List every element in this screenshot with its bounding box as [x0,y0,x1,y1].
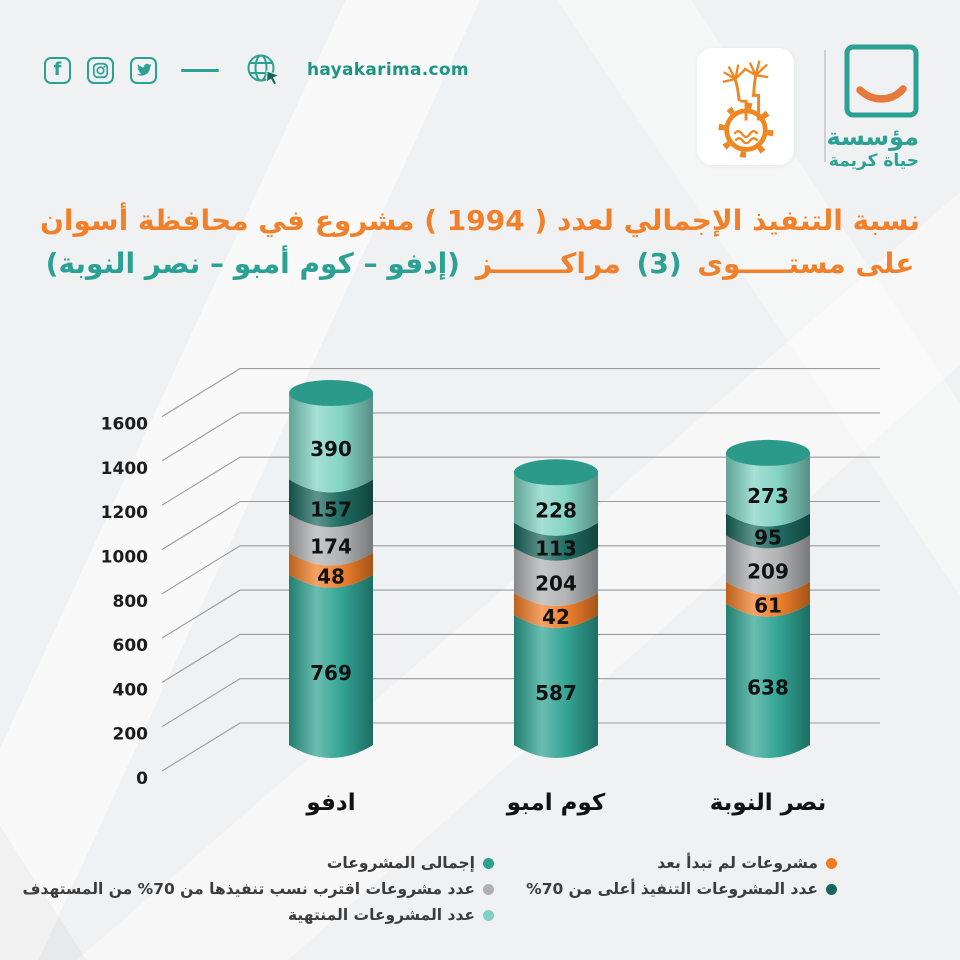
cylinder-segment [514,614,598,758]
chart-title: نسبة التنفيذ الإجمالي لعدد ( 1994 ) مشرو… [40,207,920,278]
y-tick-label: 1000 [101,548,148,568]
y-tick-label: 200 [113,725,149,745]
website-url[interactable]: hayakarima.com [307,60,469,80]
grid-line [161,722,880,772]
cylinder-segment [289,514,373,566]
segment-value-label: 113 [535,536,577,560]
grid-line [161,545,880,595]
cylinder-segment [726,581,810,617]
grid-line [161,500,880,550]
segment-value-label: 273 [747,484,789,508]
aswan-governorate-logo [697,48,794,165]
segment-value-label: 61 [754,594,782,618]
legend-dot-orange [826,857,837,869]
instagram-icon[interactable] [87,56,114,84]
aswan-emblem-icon [718,59,773,158]
legend-label: عدد المشروعات المنتهية [288,906,475,924]
cylinder-segment [726,603,810,758]
cylinder-segment [726,535,810,595]
grid-line [161,412,880,462]
brand-name-line1: مؤسسة [826,123,919,151]
category-label: كوم امبو [506,790,606,816]
title-line2-centers: (إدفو – كوم أمبو – نصر النوبة) [45,247,460,280]
legend-label: عدد مشروعات اقترب نسب تنفيذها من 70% من … [22,880,475,898]
hayah-karima-logo: مؤسسة حياة كريمة [826,44,919,171]
y-tick-label: 600 [113,636,149,656]
grid-line [161,368,880,418]
y-tick-label: 0 [136,769,148,789]
segment-value-label: 42 [542,605,570,629]
segment-value-label: 48 [317,565,345,589]
grid-line [161,589,880,639]
legend-item-near-70: عدد مشروعات اقترب نسب تنفيذها من 70% من … [23,880,494,898]
legend-label: عدد المشروعات التنفيذ أعلى من 70% [526,880,818,898]
segment-value-label: 95 [754,525,782,549]
y-tick-label: 1400 [101,459,148,479]
segment-value-label: 209 [747,560,789,584]
cylinder-segment [514,472,598,536]
smile-logo-icon [844,44,919,118]
legend-item-total: إجمالى المشروعات [327,854,494,872]
cylinder-top-disc [726,439,810,466]
divider-dash [181,68,219,72]
segment-value-label: 769 [310,661,352,685]
facebook-icon[interactable]: f [44,56,71,84]
legend-right-column: مشروعات لم تبدأ بعد عدد المشروعات التنفي… [526,854,837,898]
cylinder-segment [289,392,373,493]
cylinder-segment [514,522,598,561]
legend-dot-gray [483,883,494,895]
segment-value-label: 390 [310,437,352,461]
y-tick-label: 1600 [101,415,148,435]
globe-icon [245,52,281,88]
grid-line [161,633,880,683]
segment-value-label: 228 [535,499,577,523]
legend-item-above-70: عدد المشروعات التنفيذ أعلى من 70% [526,880,837,898]
title-line1: نسبة التنفيذ الإجمالي لعدد ( 1994 ) مشرو… [39,204,920,237]
legend-left-column: إجمالى المشروعات عدد مشروعات اقترب نسب ت… [23,854,494,924]
cylinder-top-disc [289,379,373,406]
cylinder-segment [514,547,598,606]
legend-label: مشروعات لم تبدأ بعد [657,854,818,872]
cylinder-segment [289,552,373,588]
legend-dot-teal [483,857,494,869]
legend-label: إجمالى المشروعات [326,854,475,872]
y-tick-label: 400 [113,680,149,700]
brand-name-line2: حياة كريمة [828,151,919,171]
category-label: نصر النوبة [710,790,827,816]
cylinder-segment [289,479,373,528]
cylinder-segment [289,574,373,758]
header-divider [824,50,826,162]
segment-value-label: 157 [310,498,352,522]
cylinder-segment [514,592,598,628]
segment-value-label: 638 [747,675,789,699]
legend-dot-darkteal [826,883,837,895]
twitter-icon[interactable] [130,56,157,84]
segment-value-label: 204 [535,571,577,595]
segment-value-label: 174 [310,534,352,558]
segment-value-label: 587 [535,681,577,705]
cylinder-segment [726,513,810,549]
grid-line [161,456,880,506]
social-links-row: f hayakarima.com [44,52,469,88]
category-label: ادفو [305,790,355,816]
grid-line [161,678,880,728]
cylinder-top-disc [514,459,598,486]
title-line2-part3: مراكـــــــز [475,247,621,280]
title-line2-part1: على مستـــــوى [697,247,915,280]
stacked-cylinder-chart: 0 200 400 600 800 1000 1200 1400 1600 769 48 174 157… [101,368,880,816]
legend-dot-mint [483,909,494,921]
title-line2: على مستـــــوى (3) مراكـــــــز (إدفو – … [40,250,920,278]
legend-item-not-started: مشروعات لم تبدأ بعد [657,854,837,872]
y-tick-label: 1200 [101,503,148,523]
cylinder-segment [726,452,810,527]
y-tick-label: 800 [113,592,149,612]
title-line2-count: (3) [636,247,682,280]
legend-item-finished: عدد المشروعات المنتهية [288,906,494,924]
